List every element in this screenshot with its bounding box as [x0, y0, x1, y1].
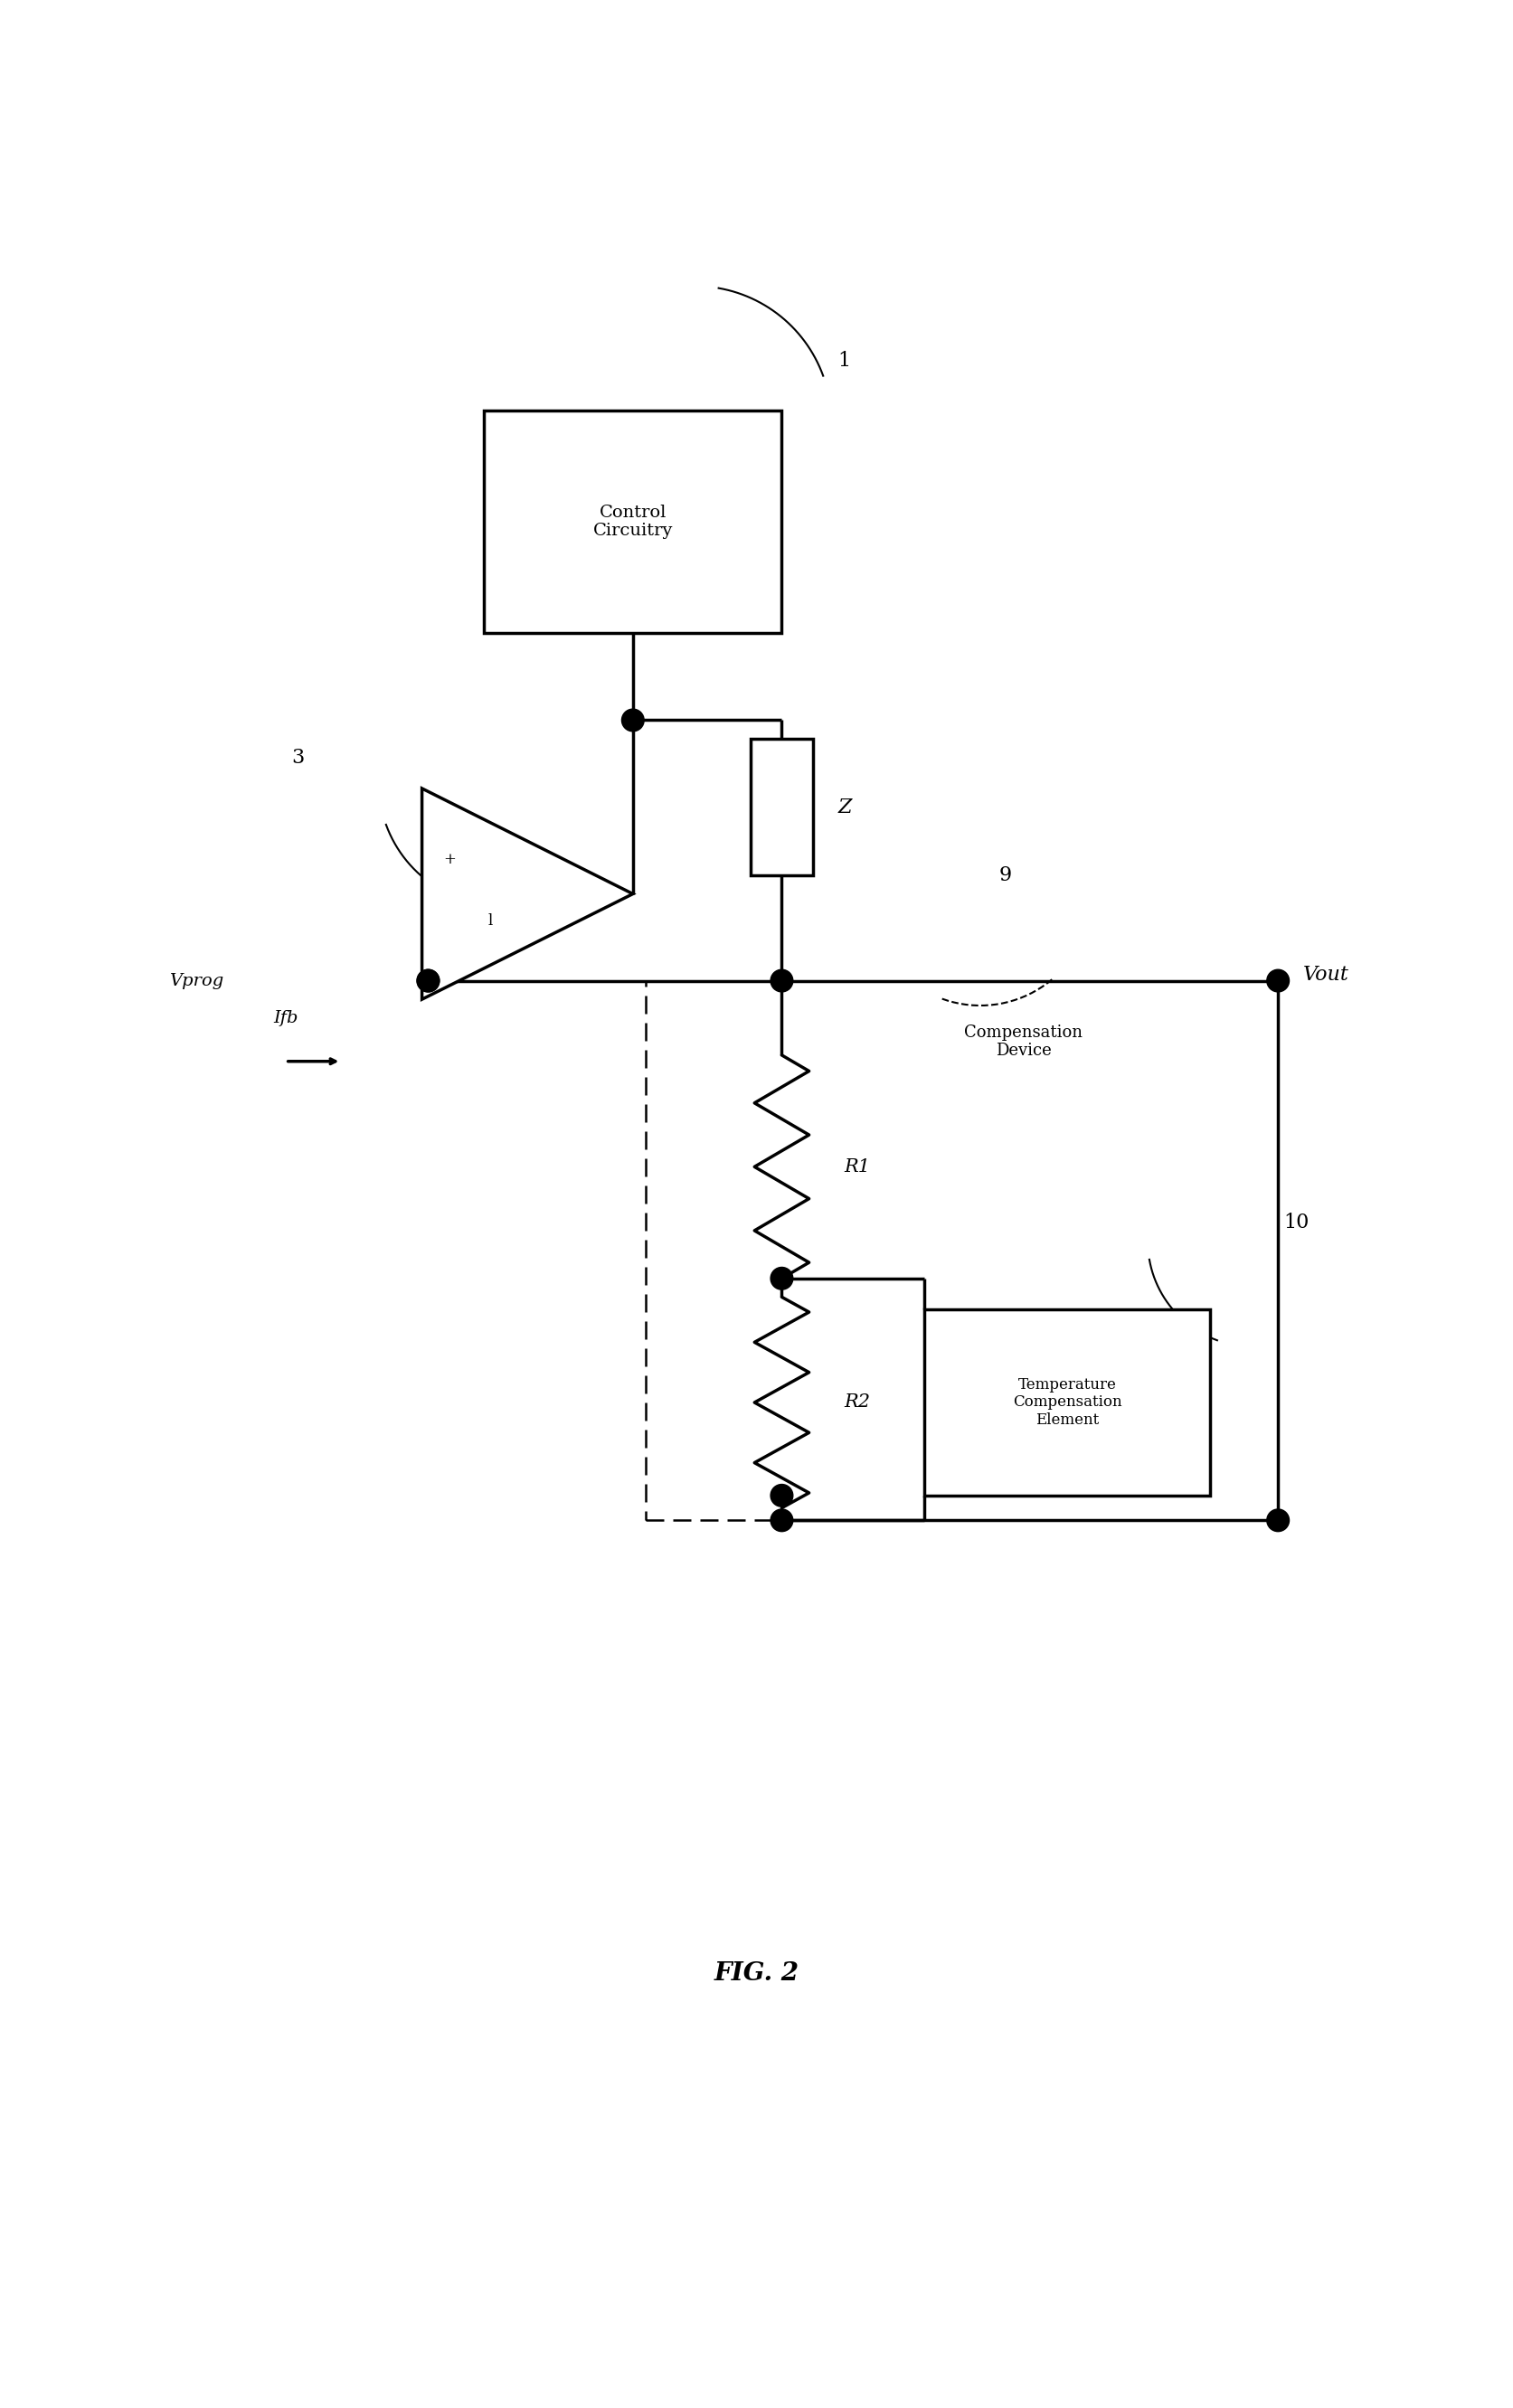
Bar — [645, 980, 1277, 1519]
Text: Vout: Vout — [1303, 966, 1348, 985]
Bar — [750, 739, 812, 874]
Circle shape — [416, 970, 439, 992]
Text: Z: Z — [837, 797, 852, 816]
Text: 1: 1 — [837, 352, 850, 371]
Text: 9: 9 — [999, 864, 1011, 886]
Bar — [924, 1310, 1209, 1495]
Text: R1: R1 — [843, 1158, 870, 1175]
Text: Compensation
Device: Compensation Device — [964, 1023, 1082, 1060]
Circle shape — [770, 1267, 793, 1291]
Circle shape — [770, 1510, 793, 1531]
Text: Temperature
Compensation
Element: Temperature Compensation Element — [1012, 1377, 1121, 1428]
Circle shape — [622, 708, 643, 732]
Circle shape — [1266, 1510, 1289, 1531]
Text: +: + — [443, 852, 455, 867]
Text: FIG. 2: FIG. 2 — [714, 1960, 799, 1984]
Polygon shape — [422, 787, 632, 999]
Text: 3: 3 — [292, 746, 304, 768]
Text: Vprog: Vprog — [169, 973, 224, 990]
Text: Control
Circuitry: Control Circuitry — [593, 503, 672, 539]
Circle shape — [1266, 970, 1289, 992]
Circle shape — [416, 970, 439, 992]
Circle shape — [770, 1483, 793, 1507]
Bar — [484, 409, 781, 633]
Text: l: l — [487, 913, 492, 929]
Text: R2: R2 — [843, 1394, 870, 1411]
Text: 10: 10 — [1283, 1214, 1309, 1233]
Text: Ifb: Ifb — [272, 1009, 298, 1026]
Circle shape — [770, 970, 793, 992]
